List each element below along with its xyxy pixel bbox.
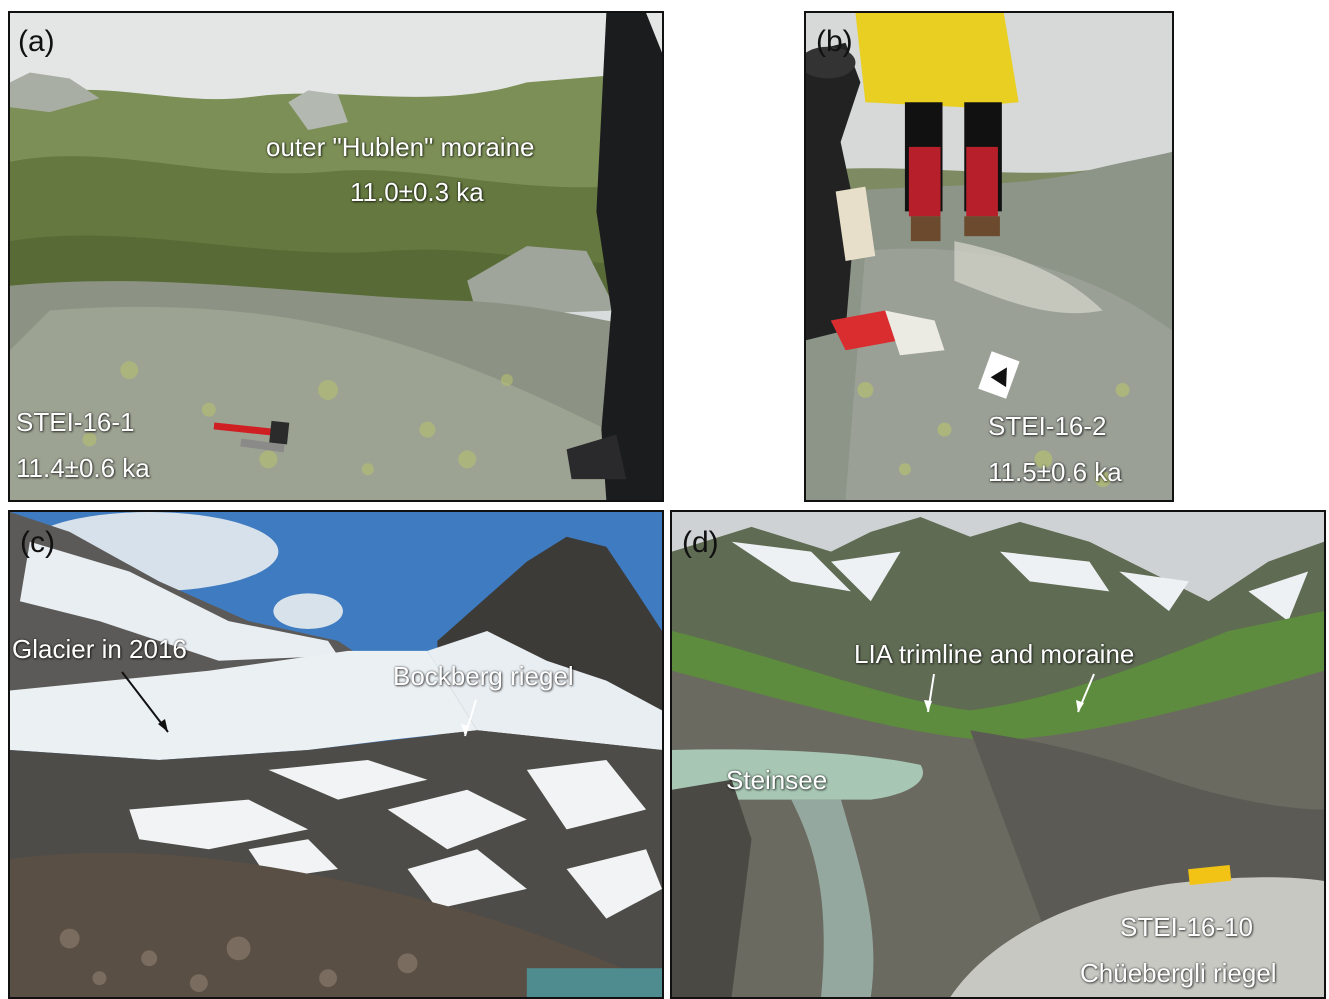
panel-label-b: (b) (816, 25, 853, 58)
moraine-age-label: 11.0±0.3 ka (350, 177, 484, 207)
field-photo-a (10, 13, 662, 500)
chuebergli-riegel-label: Chüebergli riegel (1080, 958, 1277, 988)
field-photo-d (672, 512, 1324, 997)
sample-id-label-a: STEI-16-1 (16, 407, 135, 437)
sample-age-label-b: 11.5±0.6 ka (988, 457, 1122, 487)
bockberg-riegel-label: Bockberg riegel (393, 661, 574, 691)
sample-age-label-a: 11.4±0.6 ka (16, 453, 150, 483)
photo-panel-d: (d) LIA trimline and moraine Steinsee ST… (670, 510, 1326, 999)
photo-panel-a: (a) outer "Hublen" moraine 11.0±0.3 ka S… (8, 11, 664, 502)
photo-panel-b: (b) STEI-16-2 11.5±0.6 ka (804, 11, 1174, 502)
panel-label-a: (a) (18, 25, 55, 58)
moraine-name-label: outer "Hublen" moraine (266, 132, 535, 162)
panel-label-c: (c) (20, 526, 55, 559)
steinsee-lake-label: Steinsee (726, 765, 828, 795)
panel-label-d: (d) (682, 526, 719, 559)
field-photo-b (806, 13, 1172, 500)
trimline-label: LIA trimline and moraine (854, 639, 1135, 669)
sample-id-label-b: STEI-16-2 (988, 411, 1107, 441)
field-photo-c (10, 512, 662, 997)
glacier-label: Glacier in 2016 (12, 634, 187, 664)
photo-panel-c: (c) Glacier in 2016 Bockberg riegel (8, 510, 664, 999)
sample-id-label-d: STEI-16-10 (1120, 912, 1253, 942)
